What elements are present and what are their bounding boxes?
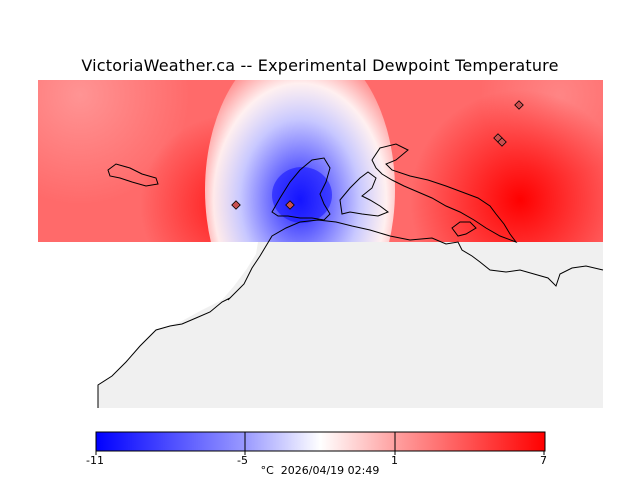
legend-tick-label: 1 <box>391 454 398 467</box>
coastline-peninsula <box>271 157 331 221</box>
legend-colorbar <box>95 431 546 452</box>
station-marker[interactable] <box>497 137 507 147</box>
coastlines <box>97 143 604 408</box>
legend-timestamp: 2026/04/19 02:49 <box>280 464 380 477</box>
station-marker[interactable] <box>514 100 524 110</box>
coastline-east-islands <box>371 143 518 244</box>
legend-unit: °C <box>260 464 274 477</box>
legend-caption: °C 2026/04/19 02:49 <box>0 464 640 477</box>
coastline-island-west <box>107 163 159 187</box>
dewpoint-field <box>38 80 603 242</box>
station-markers <box>231 100 524 210</box>
land-mass <box>98 220 603 408</box>
station-marker[interactable] <box>285 200 295 210</box>
coastline-east-shore <box>451 221 477 237</box>
map-title: VictoriaWeather.ca -- Experimental Dewpo… <box>81 56 559 75</box>
legend-tick-label: 7 <box>540 454 547 467</box>
station-marker[interactable] <box>231 200 241 210</box>
legend-tick-label: -11 <box>86 454 104 467</box>
coastline-mainland <box>97 219 604 408</box>
legend-tick-label: -5 <box>237 454 248 467</box>
legend <box>95 431 546 455</box>
coastline-saanich <box>339 171 390 217</box>
